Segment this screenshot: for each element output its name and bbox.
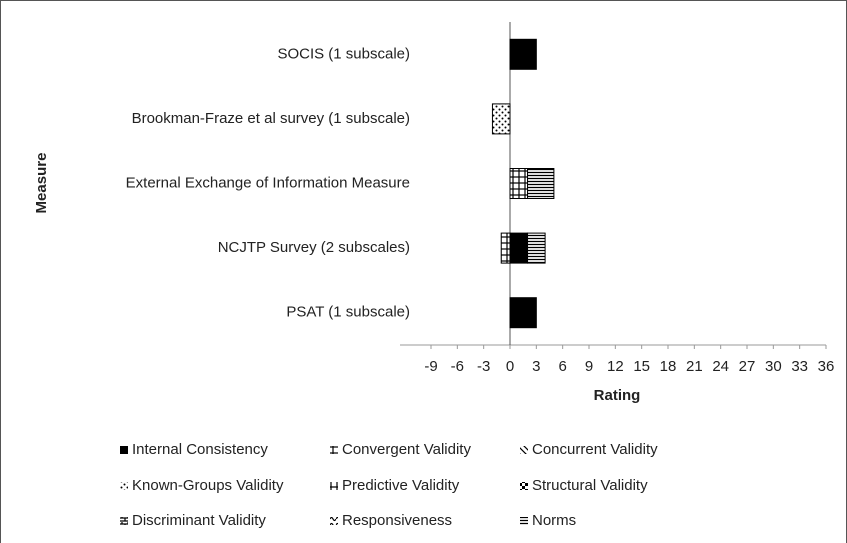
x-tick-label: 12 bbox=[607, 358, 624, 375]
x-tick-label: -6 bbox=[451, 358, 464, 375]
x-tick-label: 6 bbox=[558, 358, 566, 375]
x-tick-label: 24 bbox=[712, 358, 729, 375]
legend-swatch bbox=[520, 517, 528, 525]
bar-segment bbox=[509, 168, 529, 199]
x-tick-label: 33 bbox=[791, 358, 808, 375]
bar-segment bbox=[509, 232, 529, 264]
x-tick-label: -9 bbox=[424, 358, 437, 375]
legend-label: Known-Groups Validity bbox=[132, 477, 284, 494]
x-tick-label: 15 bbox=[633, 358, 650, 375]
bar-segment bbox=[527, 168, 555, 199]
x-tick-label: 9 bbox=[585, 358, 593, 375]
legend-label: Concurrent Validity bbox=[532, 441, 658, 458]
legend-label: Responsiveness bbox=[342, 512, 452, 529]
x-tick-label: 18 bbox=[660, 358, 677, 375]
legend-swatch bbox=[120, 517, 128, 525]
x-tick-label: 27 bbox=[739, 358, 756, 375]
legend-label: Discriminant Validity bbox=[132, 512, 266, 529]
x-tick-label: -3 bbox=[477, 358, 490, 375]
x-tick-label: 30 bbox=[765, 358, 782, 375]
legend-swatch bbox=[520, 446, 528, 454]
legend-swatch bbox=[330, 446, 338, 454]
bar-segment bbox=[509, 297, 537, 329]
x-tick-label: 36 bbox=[818, 358, 835, 375]
x-tick-label: 0 bbox=[506, 358, 514, 375]
legend-label: Norms bbox=[532, 512, 576, 529]
y-tick-label: PSAT (1 subscale) bbox=[286, 304, 410, 321]
x-tick-label: 21 bbox=[686, 358, 703, 375]
bar-segment bbox=[491, 103, 511, 135]
legend-label: Structural Validity bbox=[532, 477, 648, 494]
legend-swatch bbox=[520, 482, 528, 490]
bar-segment bbox=[527, 232, 546, 264]
y-axis-label: Measure bbox=[33, 153, 50, 214]
bar-segment bbox=[500, 232, 511, 264]
legend-label: Internal Consistency bbox=[132, 441, 268, 458]
legend-label: Convergent Validity bbox=[342, 441, 471, 458]
legend-swatch bbox=[330, 517, 338, 525]
x-tick-label: 3 bbox=[532, 358, 540, 375]
y-tick-label: Brookman-Fraze et al survey (1 subscale) bbox=[132, 110, 410, 127]
x-axis-label: Rating bbox=[594, 387, 641, 404]
y-tick-label: External Exchange of Information Measure bbox=[126, 174, 410, 191]
bar-segment bbox=[509, 38, 537, 70]
legend-swatch bbox=[120, 446, 128, 454]
y-tick-label: NCJTP Survey (2 subscales) bbox=[218, 239, 410, 256]
legend-label: Predictive Validity bbox=[342, 477, 460, 494]
y-tick-label: SOCIS (1 subscale) bbox=[277, 45, 410, 62]
legend-swatch bbox=[120, 482, 128, 490]
legend-swatch bbox=[330, 482, 338, 490]
